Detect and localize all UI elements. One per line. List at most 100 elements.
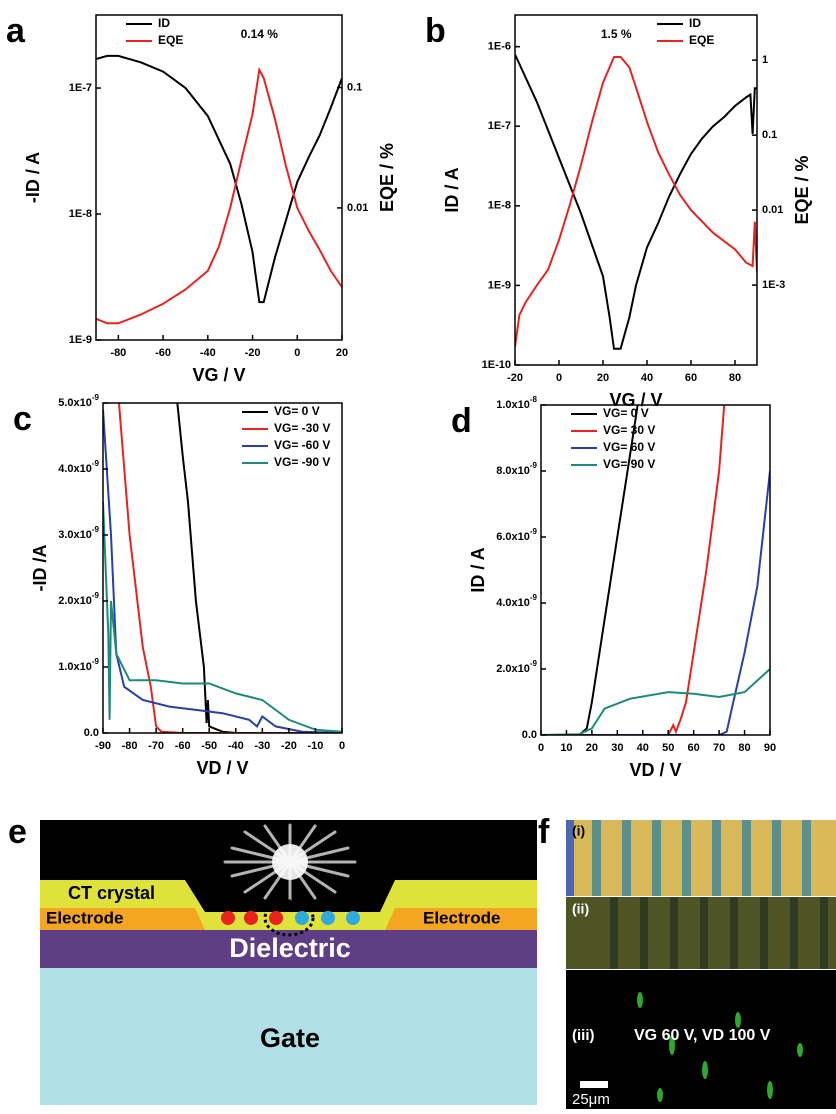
x-tick-label: 10 <box>560 742 572 754</box>
x-tick-label: 0 <box>556 372 562 384</box>
y-tick-label: 0.0 <box>522 729 537 741</box>
y-tick-label: 8.0x10-9 <box>496 461 537 477</box>
data-line <box>103 409 342 733</box>
plot-frame <box>514 14 758 366</box>
plot <box>541 405 770 735</box>
y-tick-label: 1E-9 <box>488 279 511 291</box>
panel-label: d <box>451 402 472 440</box>
plot <box>96 54 342 325</box>
data-line <box>515 53 757 350</box>
stripes <box>610 897 828 969</box>
charge <box>295 911 309 925</box>
panel-label: e <box>8 813 27 851</box>
annotation: 1.5 % <box>601 27 632 41</box>
y2-tick-label: 0.01 <box>347 202 368 214</box>
x-axis-label: VD / V <box>629 760 681 780</box>
micrograph <box>566 970 836 1109</box>
image-label: (ii) <box>572 901 589 917</box>
x-tick-label: 50 <box>662 742 674 754</box>
charge <box>269 911 283 925</box>
condition-label: VG 60 V, VD 100 V <box>634 1027 771 1044</box>
legend-label: VG= 0 V <box>274 404 320 418</box>
legend-label: VG= -60 V <box>274 438 330 452</box>
data-line <box>541 405 726 735</box>
crystal-label: CT crystal <box>68 883 155 903</box>
x-tick-label: -40 <box>200 347 216 359</box>
x-tick-label: 20 <box>586 742 598 754</box>
y2-tick-label: 0.1 <box>347 81 362 93</box>
x-tick-label: 0 <box>339 740 345 752</box>
y-tick-label: 4.0x10-9 <box>496 593 537 609</box>
panel-label: a <box>6 12 26 50</box>
x-tick-label: -20 <box>281 740 297 752</box>
y-tick-label: 1E-10 <box>482 359 511 371</box>
light-burst <box>223 823 357 902</box>
gate-layer <box>40 968 537 1105</box>
data-line <box>96 54 342 304</box>
y2-tick-label: 0.01 <box>762 204 783 216</box>
x-tick-label: -60 <box>155 347 171 359</box>
y-tick-label: 1.0x10-9 <box>58 657 99 673</box>
y-tick-label: 4.0x10-9 <box>58 459 99 475</box>
y-axis-label: ID / A <box>442 167 462 212</box>
electrode <box>40 908 205 930</box>
panel-label: b <box>425 12 446 50</box>
charge <box>244 911 258 925</box>
charge <box>346 911 360 925</box>
x-tick-label: 20 <box>597 372 609 384</box>
micrograph <box>566 820 836 896</box>
plot <box>515 53 757 350</box>
y-tick-label: 2.0x10-9 <box>496 659 537 675</box>
legend-label: EQE <box>158 33 183 47</box>
exciton-ring <box>263 899 315 937</box>
x-tick-label: 30 <box>611 742 623 754</box>
data-line <box>541 470 770 735</box>
data-line <box>515 56 757 348</box>
legend-label: VG= -90 V <box>274 455 330 469</box>
x-tick-label: -80 <box>110 347 126 359</box>
y-tick-label: 3.0x10-9 <box>58 525 99 541</box>
stripes <box>592 820 811 896</box>
y-tick-label: 1E-6 <box>488 41 511 53</box>
scale-bar <box>580 1081 608 1088</box>
x-tick-label: -60 <box>175 740 191 752</box>
x-tick-label: -30 <box>254 740 270 752</box>
image-label: (iii) <box>572 1027 595 1044</box>
x-tick-label: -10 <box>307 740 323 752</box>
device-diagram: CT crystal Electrode Electrode Dielectri… <box>8 813 537 1105</box>
y-tick-label: 0.0 <box>84 727 99 739</box>
panel-label: c <box>13 400 32 438</box>
x-tick-label: 80 <box>738 742 750 754</box>
data-line <box>541 405 639 735</box>
x-axis-label: VD / V <box>196 758 248 778</box>
y2-axis-label: EQE / % <box>377 143 397 212</box>
micrographs: 25μm (i) (ii) (iii) VG 60 V, VD 100 V f <box>538 813 836 1109</box>
dielectric-label: Dielectric <box>229 933 351 963</box>
x-tick-label: -70 <box>148 740 164 752</box>
x-tick-label: 20 <box>336 347 348 359</box>
legend-label: VG= 0 V <box>603 406 649 420</box>
gate-label: Gate <box>260 1023 320 1053</box>
image-label: (i) <box>572 823 585 839</box>
x-tick-label: 90 <box>764 742 776 754</box>
plot-frame <box>95 14 343 341</box>
electrode <box>385 908 537 930</box>
x-tick-label: 0 <box>294 347 300 359</box>
legend-label: ID <box>158 16 170 30</box>
charge <box>321 911 335 925</box>
x-tick-label: -40 <box>228 740 244 752</box>
y-axis-label: -ID / A <box>23 152 43 203</box>
y-tick-label: 1E-7 <box>488 120 511 132</box>
x-tick-label: 80 <box>729 372 741 384</box>
y-axis-label: ID / A <box>468 547 488 592</box>
legend-label: VG= 30 V <box>603 423 655 437</box>
charge <box>221 911 235 925</box>
plot-frame <box>102 402 343 734</box>
x-tick-label: -20 <box>507 372 523 384</box>
data-line <box>541 668 770 735</box>
y-tick-label: 1E-7 <box>69 82 92 94</box>
y2-tick-label: 1E-3 <box>762 279 785 291</box>
annotation: 0.14 % <box>241 27 279 41</box>
x-tick-label: -50 <box>201 740 217 752</box>
